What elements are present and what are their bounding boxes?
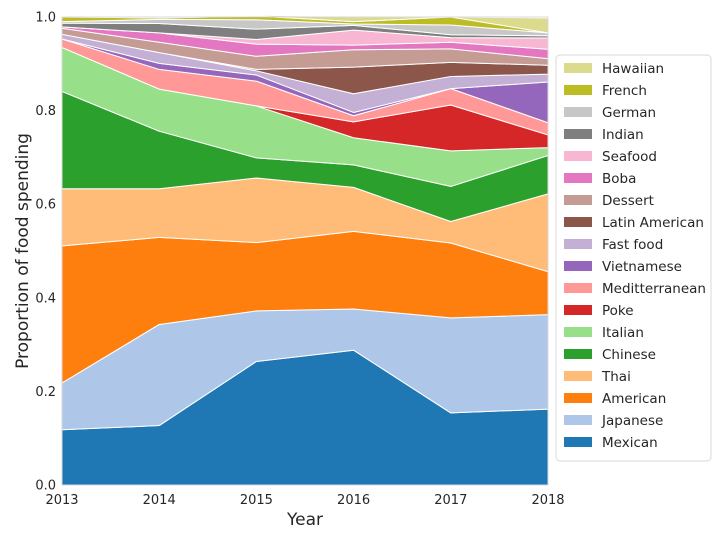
- legend-item-hawaiian: Hawaiian: [564, 61, 664, 77]
- legend-label: Indian: [602, 127, 644, 143]
- legend-label: Italian: [602, 325, 644, 341]
- x-axis-label: Year: [286, 510, 323, 530]
- legend-item-dessert: Dessert: [564, 193, 654, 209]
- legend-label: Seafood: [602, 149, 657, 165]
- legend: Hawaiian French German Indian Seafood Boba Des…: [555, 54, 712, 462]
- legend-label: Japanese: [601, 413, 663, 429]
- legend-swatch: [564, 173, 592, 183]
- legend-label: Fast food: [602, 237, 663, 253]
- legend-swatch: [564, 239, 592, 249]
- legend-item-meditterranean: Meditterranean: [564, 281, 706, 297]
- y-tick-label: 0.0: [35, 479, 56, 494]
- legend-item-chinese: Chinese: [564, 347, 656, 363]
- y-tick-label: 0.6: [35, 198, 56, 213]
- legend-item-thai: Thai: [564, 369, 631, 385]
- legend-swatch: [564, 261, 592, 271]
- legend-label: Dessert: [602, 193, 654, 209]
- x-tick-label: 2013: [45, 493, 78, 508]
- x-tick-label: 2016: [337, 493, 370, 508]
- x-tick-label: 2015: [240, 493, 273, 508]
- legend-item-poke: Poke: [564, 303, 634, 319]
- legend-label: French: [602, 83, 647, 99]
- legend-item-french: French: [564, 83, 647, 99]
- legend-swatch: [564, 85, 592, 95]
- legend-swatch: [564, 437, 592, 447]
- legend-frame: [555, 54, 712, 462]
- legend-item-vietnamese: Vietnamese: [564, 259, 682, 275]
- y-tick-label: 0.4: [35, 291, 56, 306]
- legend-swatch: [564, 107, 592, 117]
- legend-swatch: [564, 415, 592, 425]
- legend-label: Vietnamese: [602, 259, 682, 275]
- x-axis: 2013 2014 2015 2016 2017 2018: [45, 493, 564, 508]
- legend-swatch: [564, 305, 592, 315]
- legend-swatch: [564, 327, 592, 337]
- x-tick-label: 2017: [434, 493, 467, 508]
- legend-label: Thai: [601, 369, 631, 385]
- y-axis: 0.0 0.2 0.4 0.6 0.8 1.0: [35, 11, 56, 494]
- plot-frame: [61, 16, 549, 486]
- legend-item-boba: Boba: [564, 171, 636, 187]
- y-tick-label: 1.0: [35, 11, 56, 26]
- y-tick-label: 0.8: [35, 104, 56, 119]
- legend-swatch: [564, 63, 592, 73]
- x-tick-label: 2014: [143, 493, 176, 508]
- x-tick-label: 2018: [531, 493, 564, 508]
- legend-item-italian: Italian: [564, 325, 644, 341]
- legend-swatch: [564, 393, 592, 403]
- legend-swatch: [564, 371, 592, 381]
- legend-label: Latin American: [602, 215, 704, 231]
- legend-swatch: [564, 349, 592, 359]
- legend-label: Boba: [602, 171, 636, 187]
- legend-item-indian: Indian: [564, 127, 644, 143]
- legend-item-japanese: Japanese: [564, 413, 663, 429]
- legend-swatch: [564, 217, 592, 227]
- legend-label: Chinese: [602, 347, 656, 363]
- legend-item-mexican: Mexican: [564, 435, 658, 451]
- legend-label: Hawaiian: [602, 61, 664, 77]
- y-tick-label: 0.2: [35, 385, 56, 400]
- legend-label: Meditterranean: [602, 281, 706, 297]
- legend-swatch: [564, 151, 592, 161]
- legend-label: Mexican: [602, 435, 658, 451]
- legend-label: American: [602, 391, 666, 407]
- legend-item-latin-american: Latin American: [564, 215, 704, 231]
- legend-item-american: American: [564, 391, 666, 407]
- legend-item-german: German: [564, 105, 656, 121]
- legend-label: German: [602, 105, 656, 121]
- legend-item-fast-food: Fast food: [564, 237, 663, 253]
- y-axis-label: Proportion of food spending: [13, 133, 33, 369]
- legend-item-seafood: Seafood: [564, 149, 657, 165]
- legend-swatch: [564, 129, 592, 139]
- legend-swatch: [564, 283, 592, 293]
- legend-swatch: [564, 195, 592, 205]
- area-layers: [61, 14, 549, 486]
- legend-label: Poke: [602, 303, 634, 319]
